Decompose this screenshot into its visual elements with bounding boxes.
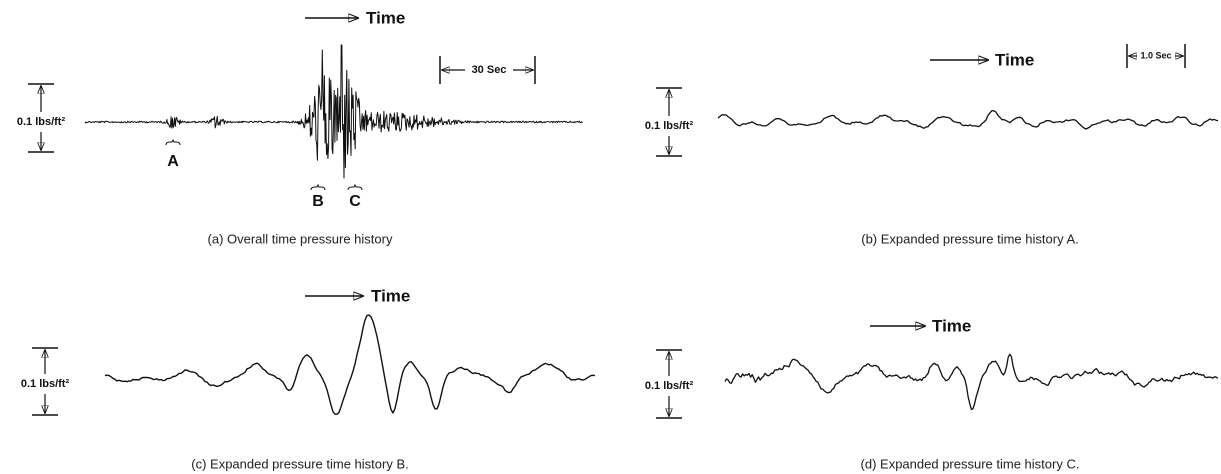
waveform: [104, 314, 596, 415]
waveform: [84, 44, 583, 179]
duration-label: 1.0 Sec: [1140, 50, 1171, 60]
marker-label: A: [167, 153, 179, 170]
marker-brace: [310, 183, 326, 191]
panel-c: Time 0.1 lbs/ft² (c) Expanded pressure t…: [21, 286, 411, 471]
scale-label: 0.1 lbs/ft²: [645, 120, 694, 132]
marker-brace: [347, 183, 363, 191]
panel-a: Time 30 Sec 0.1 lbs/ft² A B C (a) Overal…: [17, 8, 536, 246]
caption: (d) Expanded pressure time history C.: [861, 456, 1080, 471]
waveform: [717, 109, 1219, 130]
panel-d: Time 0.1 lbs/ft² (d) Expanded pressure t…: [645, 316, 1080, 471]
time-label: Time: [995, 50, 1034, 69]
duration-label: 30 Sec: [472, 64, 507, 76]
time-label: Time: [366, 8, 405, 27]
marker-label: C: [349, 193, 361, 210]
time-label: Time: [371, 286, 410, 305]
marker-brace: [165, 138, 181, 146]
caption: (a) Overall time pressure history: [208, 231, 393, 246]
scale-label: 0.1 lbs/ft²: [17, 116, 66, 128]
marker-label: B: [312, 193, 324, 210]
time-label: Time: [932, 316, 971, 335]
caption: (b) Expanded pressure time history A.: [861, 231, 1079, 246]
caption: (c) Expanded pressure time history B.: [191, 456, 408, 471]
panel-b: Time 1.0 Sec 0.1 lbs/ft² (b) Expanded pr…: [645, 44, 1186, 246]
waveform: [724, 353, 1219, 411]
scale-label: 0.1 lbs/ft²: [645, 380, 694, 392]
scale-label: 0.1 lbs/ft²: [21, 378, 70, 390]
